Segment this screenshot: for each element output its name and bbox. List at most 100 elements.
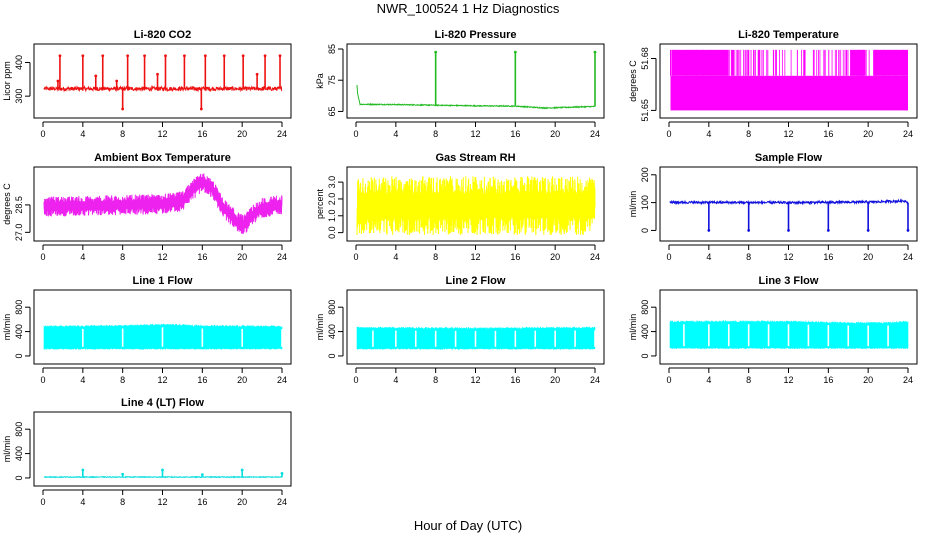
y-axis-label: ml/min <box>315 314 325 341</box>
series-line <box>43 84 283 93</box>
y-tick-label: 0.0 <box>327 226 337 239</box>
chart-panel: Li-820 Temperature 0 4 8 12 16 20 24 51.65 51.68d… <box>628 29 918 139</box>
y-axis-label: ml/min <box>628 191 638 218</box>
x-tick-label: 8 <box>746 129 751 139</box>
plot-frame <box>346 166 605 242</box>
series-spike-point <box>263 54 267 58</box>
series-spike-point <box>115 79 119 83</box>
x-tick-label: 8 <box>433 375 438 385</box>
x-tick-label: 8 <box>746 252 751 262</box>
series-spike-point <box>58 54 62 58</box>
series-spike-point <box>593 50 597 54</box>
series-group <box>43 323 283 351</box>
series-spike-point <box>81 54 85 58</box>
x-tick-label: 8 <box>433 252 438 262</box>
x-tick-label: 16 <box>510 129 520 139</box>
y-tick-label: 3.0 <box>327 176 337 189</box>
chart-title: Li-820 Temperature <box>738 29 839 41</box>
x-tick-label: 0 <box>40 375 45 385</box>
series-group <box>43 173 283 234</box>
series-spike-point <box>255 72 259 76</box>
x-tick-label: 20 <box>237 375 247 385</box>
x-tick-label: 24 <box>590 252 600 262</box>
x-tick-label: 16 <box>823 129 833 139</box>
series-spike-point <box>787 229 790 232</box>
x-tick-label: 20 <box>550 129 560 139</box>
x-tick-label: 0 <box>353 129 358 139</box>
x-tick-label: 24 <box>277 129 287 139</box>
x-tick-label: 16 <box>823 252 833 262</box>
series-spike-point <box>434 50 438 54</box>
chart-title: Gas Stream RH <box>435 152 515 164</box>
x-tick-label: 24 <box>277 497 287 507</box>
x-tick-label: 0 <box>40 129 45 139</box>
y-tick-label: 800 <box>640 300 650 315</box>
y-tick-label: 0 <box>640 228 650 233</box>
x-tick-label: 12 <box>157 252 167 262</box>
chart-title: Ambient Box Temperature <box>94 152 231 164</box>
series-line <box>43 475 283 479</box>
y-axis-label: degrees C <box>628 60 638 102</box>
series-spike-point <box>906 229 910 232</box>
x-tick-label: 24 <box>590 375 600 385</box>
y-tick-label: 28.5 <box>14 196 24 214</box>
x-tick-label: 20 <box>863 375 873 385</box>
x-tick-label: 16 <box>197 252 207 262</box>
series-spike-point <box>101 54 105 58</box>
y-axis-label: degrees C <box>2 183 12 225</box>
series-spike-point <box>747 229 751 232</box>
series-spike-point <box>121 107 125 111</box>
plot-frame <box>33 289 292 365</box>
series-spike-point <box>56 79 60 83</box>
y-tick-label: 300 <box>14 89 24 104</box>
plot-frame <box>33 43 292 119</box>
y-tick-label: 400 <box>14 55 24 70</box>
y-tick-label: 0 <box>14 353 24 358</box>
y-tick-label: 51.65 <box>640 99 650 122</box>
x-tick-label: 4 <box>80 497 85 507</box>
x-tick-label: 20 <box>863 129 873 139</box>
series-spike-point <box>161 468 164 472</box>
x-tick-label: 12 <box>157 129 167 139</box>
series-fill-upper <box>671 49 908 76</box>
series-group <box>43 54 283 111</box>
series-spike-point <box>121 472 125 476</box>
x-tick-label: 20 <box>237 497 247 507</box>
series-group <box>669 198 910 232</box>
x-tick-label: 20 <box>550 375 560 385</box>
y-axis-label: ml/min <box>2 314 12 341</box>
series-spike-point <box>156 72 159 76</box>
x-tick-label: 8 <box>120 497 125 507</box>
x-tick-label: 16 <box>510 252 520 262</box>
series-spike-point <box>200 473 204 476</box>
plot-frame <box>659 43 918 119</box>
y-tick-label: 200 <box>640 167 650 182</box>
chart-title: Sample Flow <box>755 152 823 164</box>
series-spike-point <box>513 50 517 54</box>
series-spike-point <box>143 54 146 58</box>
y-tick-label: 0 <box>640 353 650 358</box>
x-tick-label: 20 <box>237 129 247 139</box>
series-spike-point <box>278 54 282 58</box>
x-tick-label: 0 <box>666 129 671 139</box>
series-core <box>43 177 282 231</box>
y-axis-label: percent <box>315 188 325 219</box>
y-tick-label: 51.68 <box>640 47 650 70</box>
x-tick-label: 20 <box>550 252 560 262</box>
y-axis-label: ml/min <box>2 436 12 463</box>
series-core <box>356 189 595 222</box>
x-tick-label: 24 <box>590 129 600 139</box>
y-tick-label: 800 <box>14 422 24 437</box>
y-tick-label: 0 <box>14 475 24 480</box>
series-group <box>43 468 284 479</box>
x-tick-label: 4 <box>393 129 398 139</box>
series-line <box>356 84 596 110</box>
chart-title: Line 1 Flow <box>133 275 193 287</box>
x-tick-label: 0 <box>353 252 358 262</box>
chart-title: Line 2 Flow <box>446 275 506 287</box>
series-spike-point <box>280 471 284 475</box>
